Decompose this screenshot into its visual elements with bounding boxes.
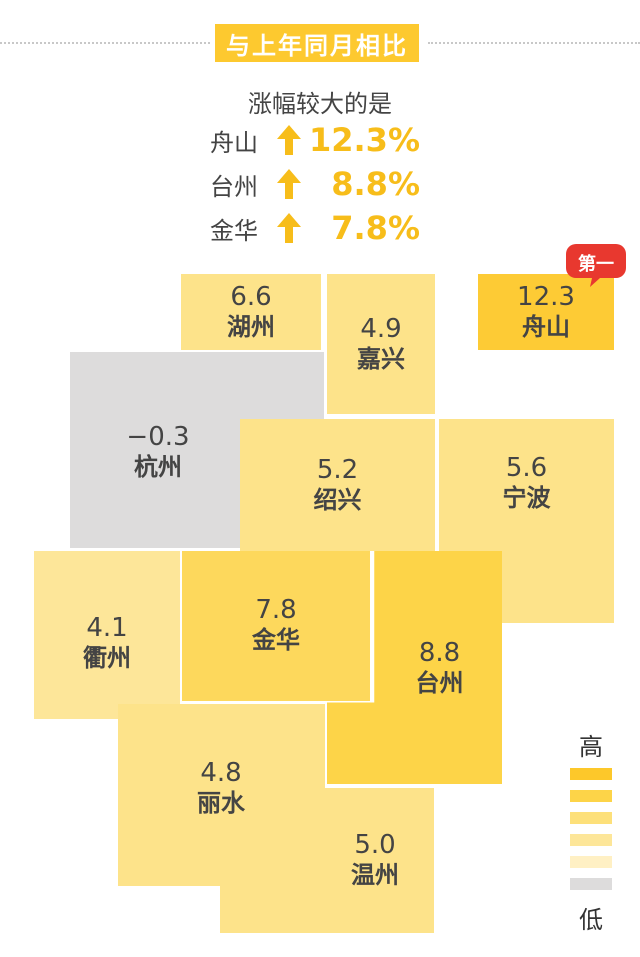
tile-value: 7.8	[255, 595, 297, 625]
tile-name: 丽水	[197, 789, 245, 817]
legend-high-label: 高	[579, 733, 603, 761]
tile-name: 温州	[351, 861, 399, 889]
tile-value: −0.3	[126, 422, 190, 452]
tile-huzhou: 6.6 湖州	[181, 274, 321, 350]
tile-jinhua: 7.8 金华	[182, 551, 370, 701]
legend-swatch	[570, 812, 612, 824]
tile-name: 舟山	[522, 313, 570, 341]
tile-shaoxing: 5.2 绍兴	[240, 419, 435, 551]
top-row-2: 台州 8.8%	[210, 164, 420, 204]
first-place-label: 第一	[578, 254, 614, 275]
tile-quzhou: 4.1 衢州	[34, 551, 180, 719]
top-value: 8.8%	[331, 165, 420, 203]
top-row-3: 金华 7.8%	[210, 208, 420, 248]
up-arrow-icon	[277, 169, 301, 199]
tile-value: 4.1	[86, 613, 128, 643]
top-city: 台州	[210, 172, 258, 201]
top-city: 金华	[210, 216, 258, 245]
tile-lishui: 4.8 丽水	[118, 704, 325, 886]
header-divider-right	[428, 42, 640, 44]
tile-value: 6.6	[230, 282, 272, 312]
tile-name: 金华	[252, 626, 300, 654]
tile-name: 宁波	[502, 484, 551, 512]
legend-low-label: 低	[579, 906, 603, 934]
legend-swatch	[570, 790, 612, 802]
summary-subtitle: 涨幅较大的是	[248, 90, 392, 118]
top-value: 12.3%	[308, 121, 420, 159]
up-arrow-icon	[277, 125, 301, 155]
tile-name: 嘉兴	[357, 345, 405, 373]
tile-name: 绍兴	[313, 486, 362, 514]
legend-swatch	[570, 856, 612, 868]
legend-swatch	[570, 834, 612, 846]
tile-name: 杭州	[134, 453, 182, 481]
first-place-badge	[566, 244, 626, 287]
tile-name: 台州	[415, 668, 464, 697]
header-divider-left	[0, 42, 210, 44]
tile-value: 5.6	[505, 453, 548, 483]
legend-swatch	[570, 768, 612, 780]
tile-value: 8.8	[418, 637, 461, 668]
top-city: 舟山	[210, 128, 258, 157]
legend-swatch	[570, 878, 612, 890]
tile-name: 衢州	[83, 644, 131, 672]
header-title: 与上年同月相比	[215, 24, 419, 62]
tile-jiaxing: 4.9 嘉兴	[327, 274, 435, 414]
up-arrow-icon	[277, 213, 301, 243]
tile-value: 5.2	[316, 455, 359, 485]
tile-value: 12.3	[517, 282, 575, 312]
tile-value: 5.0	[354, 830, 396, 860]
tile-value: 4.8	[200, 758, 242, 788]
tile-zhoushan: 12.3 舟山	[478, 274, 614, 350]
top-row-1: 舟山 12.3%	[210, 120, 420, 160]
tile-name: 湖州	[227, 313, 275, 341]
top-value: 7.8%	[331, 209, 420, 247]
tile-value: 4.9	[360, 314, 402, 344]
